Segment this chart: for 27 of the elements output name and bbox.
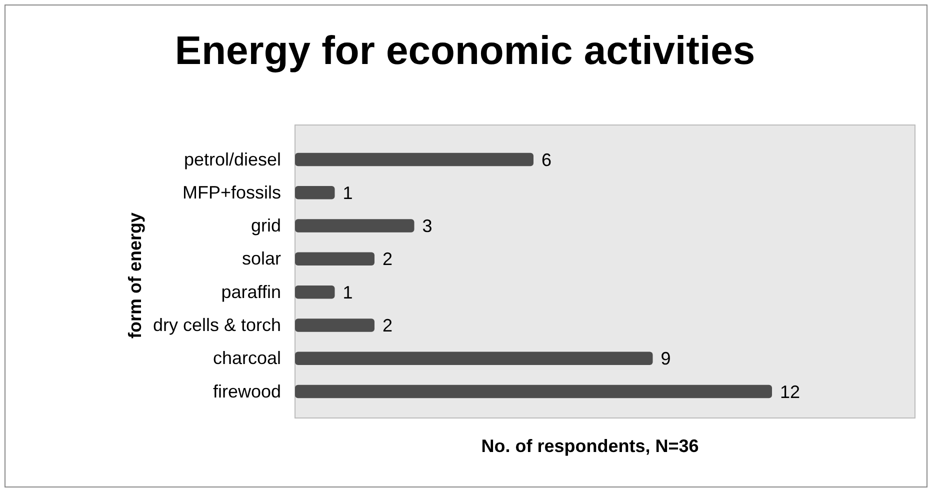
data-label: 6 [542, 150, 552, 170]
data-label: 1 [342, 182, 353, 203]
y-tick-label: petrol/diesel [184, 149, 281, 170]
y-tick-label: MFP+fossils [182, 182, 281, 202]
data-label: 3 [422, 216, 432, 236]
bar [295, 152, 534, 166]
bar [295, 384, 772, 398]
data-label: 2 [382, 316, 393, 336]
bar [295, 318, 374, 332]
data-label: 12 [780, 382, 800, 402]
y-tick-label: dry cells & torch [152, 314, 281, 335]
chart-title: Energy for economic activities [174, 29, 756, 73]
bar [295, 252, 374, 266]
y-axis-title: form of energy [124, 212, 145, 339]
y-tick-label: paraffin [221, 282, 281, 302]
bar [295, 219, 414, 232]
bar [295, 186, 335, 200]
bar [295, 285, 335, 299]
bar [295, 352, 653, 365]
y-tick-label: solar [242, 248, 282, 269]
x-axis-title: No. of respondents, N=36 [481, 436, 699, 456]
data-label: 2 [382, 249, 393, 270]
y-tick-label: firewood [212, 381, 281, 402]
y-tick-label: grid [250, 216, 281, 236]
y-tick-label: charcoal [212, 348, 281, 368]
data-label: 1 [342, 282, 353, 302]
data-label: 9 [660, 348, 671, 369]
